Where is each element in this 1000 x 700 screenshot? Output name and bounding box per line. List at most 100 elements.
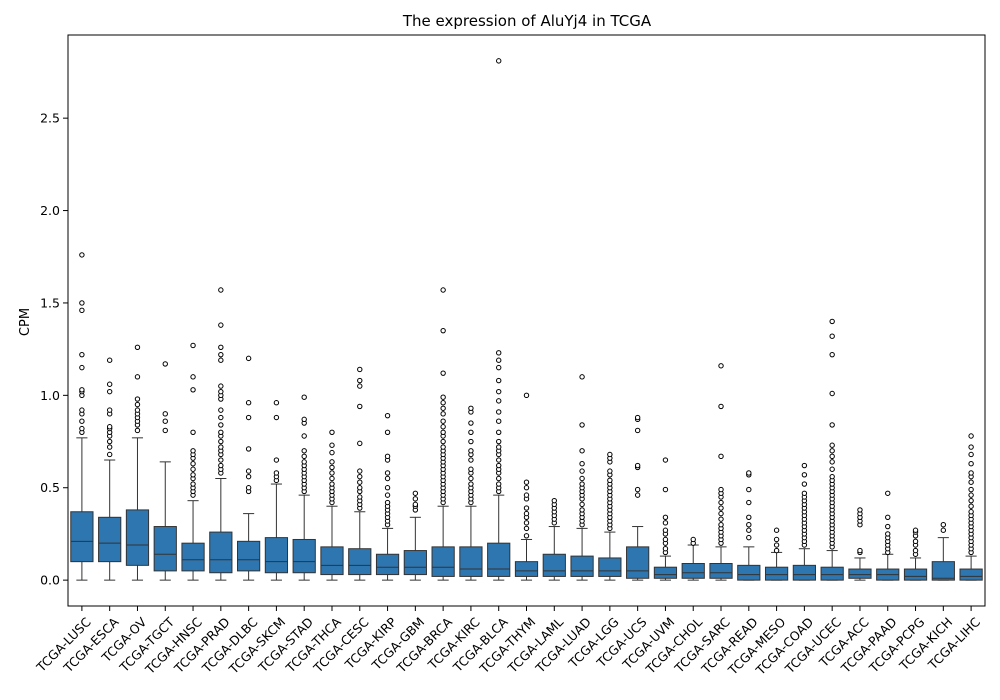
outlier-point (662, 514, 669, 521)
box-tcga-esca (98, 357, 122, 581)
outlier-point (746, 521, 752, 528)
box-tcga-uvm (653, 457, 678, 581)
outlier-point (357, 440, 363, 447)
iqr-box (681, 562, 705, 579)
outlier-point (829, 448, 835, 454)
outlier-point (440, 424, 446, 430)
iqr-box (959, 568, 983, 581)
outlier-point (218, 344, 224, 350)
outlier-point (718, 505, 724, 511)
outlier-point (79, 407, 85, 413)
box-tcga-prad (209, 287, 233, 581)
outlier-point (440, 411, 446, 417)
outlier-point (468, 481, 474, 487)
outlier-point (218, 438, 224, 445)
outlier-point (829, 466, 835, 472)
iqr-box (792, 564, 816, 581)
outlier-point (190, 461, 196, 467)
outlier-point (662, 520, 669, 526)
iqr-box (348, 548, 372, 576)
outlier-point (218, 444, 224, 450)
outlier-point (357, 485, 363, 491)
outlier-point (857, 507, 863, 513)
outlier-point (912, 547, 919, 554)
outlier-point (662, 527, 669, 533)
outlier-point (829, 318, 835, 325)
outlier-point (218, 457, 224, 463)
outlier-point (496, 475, 502, 482)
outlier-point (190, 448, 196, 454)
outlier-point (357, 366, 363, 373)
y-tick-label: 0.5 (40, 480, 60, 495)
outlier-point (968, 444, 974, 450)
outlier-point (79, 300, 85, 306)
outlier-point (357, 479, 363, 485)
box-tcga-meso (764, 527, 789, 581)
outlier-point (496, 350, 502, 356)
outlier-point (134, 374, 141, 380)
outlier-point (218, 383, 224, 389)
box-tcga-brca (431, 287, 455, 581)
outlier-point (773, 547, 780, 554)
box-tcga-read (737, 470, 761, 581)
outlier-point (79, 387, 85, 393)
outlier-point (829, 422, 835, 428)
outlier-point (384, 499, 391, 506)
outlier-point (329, 442, 335, 448)
outlier-point (773, 536, 780, 543)
outlier-point (79, 364, 85, 371)
outlier-point (384, 485, 391, 491)
outlier-point (885, 490, 891, 496)
outlier-point (607, 451, 613, 458)
iqr-box (820, 566, 844, 581)
y-tick-label: 2.0 (40, 203, 60, 218)
outlier-point (579, 475, 585, 482)
outlier-point (496, 444, 502, 450)
outlier-point (273, 470, 280, 476)
outlier-point (384, 429, 391, 435)
outlier-point (968, 470, 974, 476)
outlier-point (384, 475, 391, 482)
iqr-box (709, 562, 733, 579)
outlier-point (468, 457, 474, 463)
outlier-point (634, 492, 641, 498)
outlier-point (245, 355, 252, 362)
outlier-point (801, 490, 808, 496)
plot-area: 0.00.51.01.52.02.5TCGA-LUSCTCGA-ESCATCGA… (33, 58, 983, 678)
outlier-point (106, 407, 113, 413)
outlier-point (134, 344, 141, 350)
outlier-point (523, 533, 530, 539)
outlier-point (912, 527, 919, 533)
outlier-point (412, 501, 419, 508)
iqr-box (403, 550, 427, 576)
box-tcga-thca (320, 429, 344, 581)
outlier-point (218, 414, 224, 421)
outlier-point (746, 486, 752, 493)
outlier-point (79, 418, 85, 424)
y-axis-label: CPM (18, 308, 33, 336)
outlier-point (579, 374, 585, 380)
outlier-point (329, 429, 335, 435)
outlier-point (218, 407, 224, 413)
outlier-point (329, 481, 335, 487)
outlier-point (829, 442, 835, 448)
outlier-point (746, 534, 752, 541)
iqr-box (153, 526, 177, 572)
outlier-point (773, 527, 780, 533)
iqr-box (264, 537, 289, 574)
iqr-box (320, 546, 344, 576)
iqr-box (375, 553, 400, 576)
outlier-point (940, 521, 947, 528)
chart-title: The expression of AluYj4 in TCGA (402, 12, 652, 30)
outlier-point (468, 448, 474, 454)
box-tcga-kirp (375, 412, 400, 581)
outlier-point (496, 398, 502, 404)
outlier-point (496, 462, 502, 469)
outlier-point (218, 422, 224, 428)
outlier-point (968, 451, 974, 458)
outlier-point (579, 422, 585, 428)
outlier-point (440, 327, 446, 334)
outlier-point (245, 414, 252, 421)
outlier-point (468, 405, 474, 411)
